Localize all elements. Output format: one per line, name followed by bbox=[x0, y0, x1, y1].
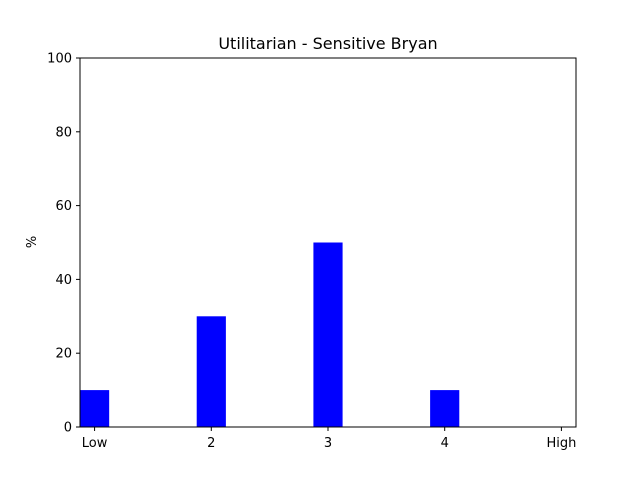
y-axis: 0 20 40 60 80 100 bbox=[47, 52, 80, 436]
y-tick-label-0: 0 bbox=[64, 421, 72, 436]
bar-low bbox=[80, 390, 110, 427]
y-tick-label-80: 80 bbox=[55, 125, 72, 140]
plot-frame bbox=[79, 57, 577, 428]
x-axis: Low 2 3 4 High bbox=[82, 427, 576, 451]
x-tick-label-2: 2 bbox=[207, 436, 215, 451]
y-tick-label-60: 60 bbox=[55, 199, 72, 214]
x-tick-label-low: Low bbox=[82, 436, 108, 451]
bar-2 bbox=[196, 316, 226, 427]
bar-3 bbox=[313, 242, 343, 427]
x-tick-label-4: 4 bbox=[441, 436, 449, 451]
y-axis-label: % bbox=[25, 236, 40, 248]
bars-group bbox=[80, 242, 460, 427]
chart-title: Utilitarian - Sensitive Bryan bbox=[218, 34, 437, 53]
x-tick-label-3: 3 bbox=[324, 436, 332, 451]
bar-4 bbox=[430, 390, 460, 427]
y-tick-label-40: 40 bbox=[55, 273, 72, 288]
y-tick-label-20: 20 bbox=[55, 347, 72, 362]
x-tick-label-high: High bbox=[546, 436, 576, 451]
y-tick-label-100: 100 bbox=[47, 52, 72, 67]
